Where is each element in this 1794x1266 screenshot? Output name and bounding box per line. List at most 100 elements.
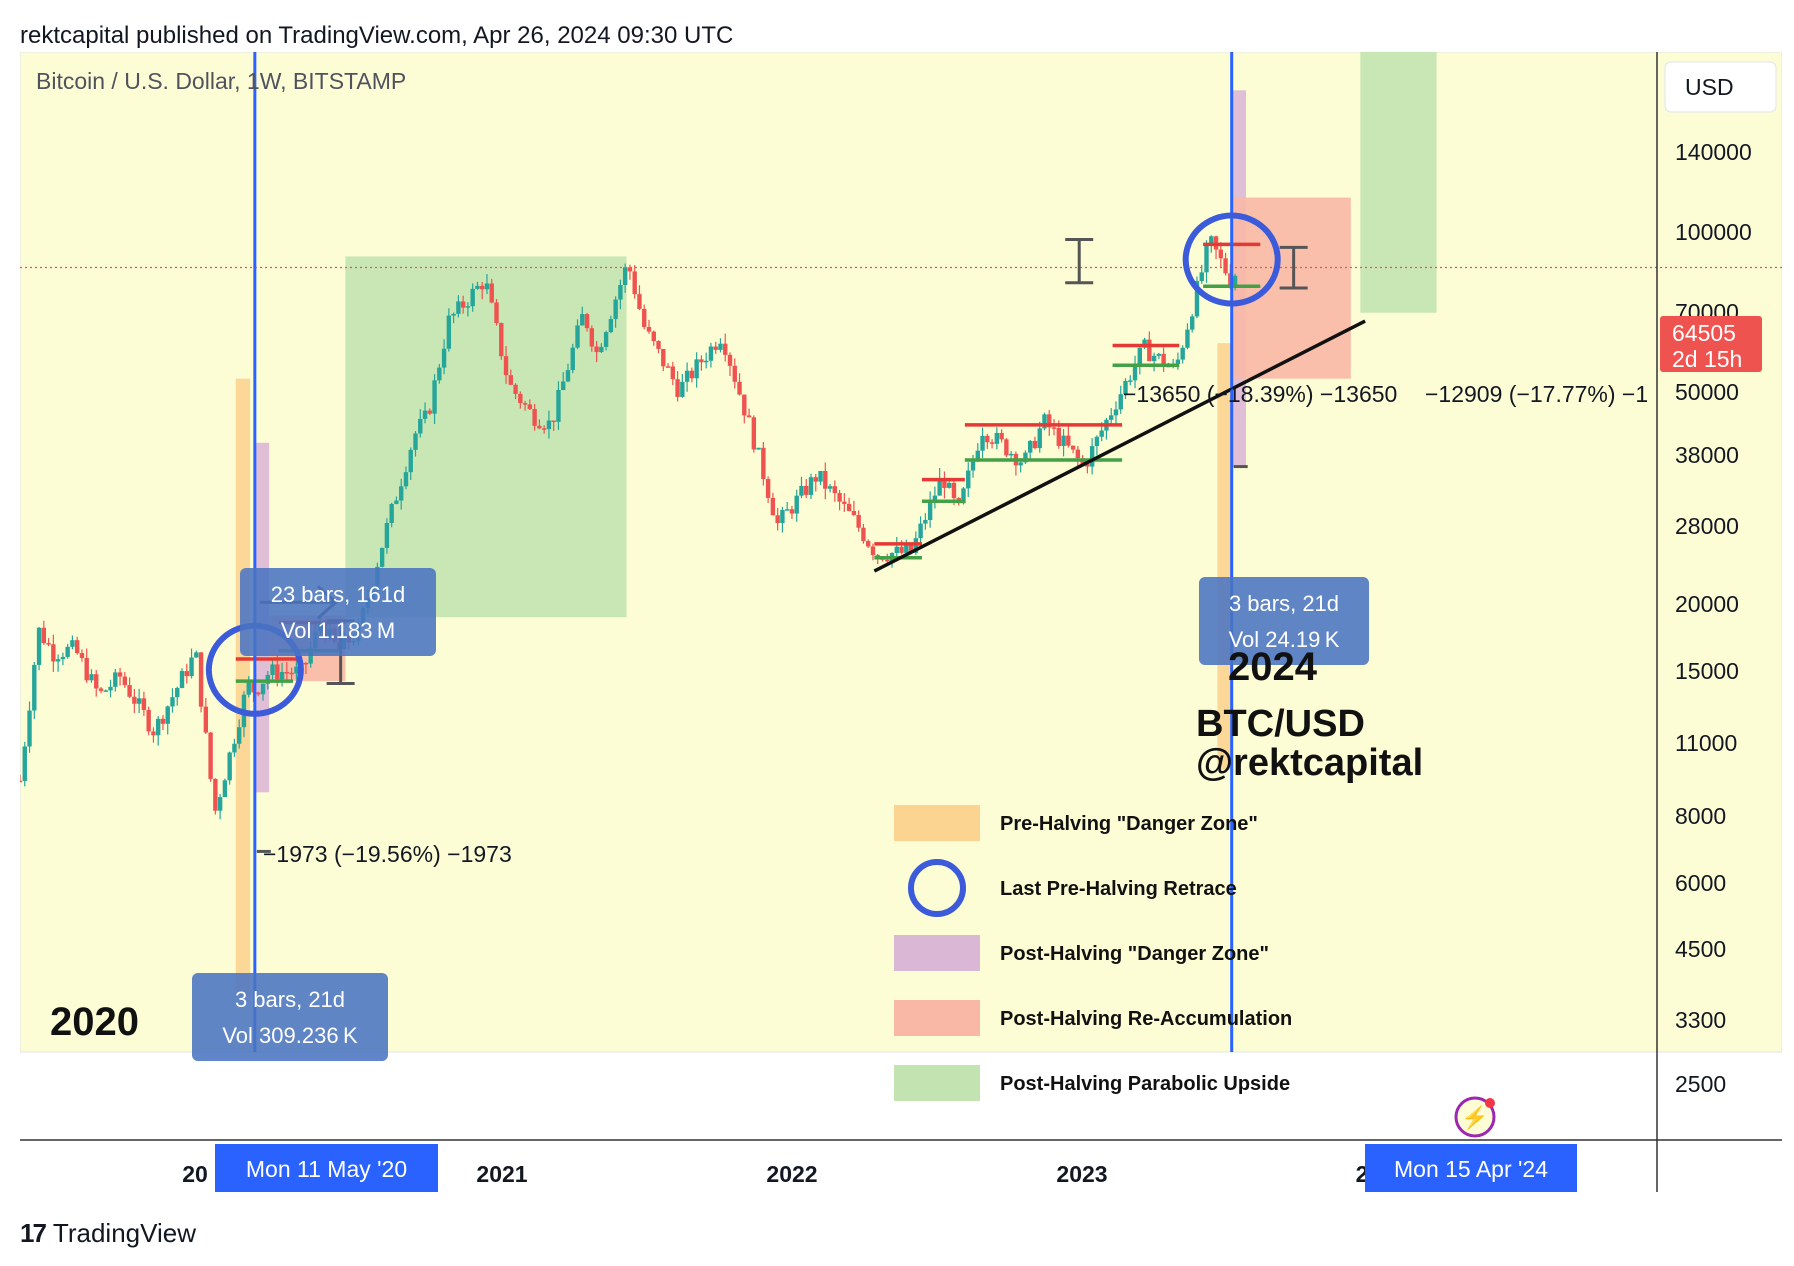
candle-body (813, 477, 818, 482)
candle-body (1037, 428, 1042, 449)
price-tick-label: 8000 (1675, 803, 1726, 829)
candle-body (175, 687, 180, 698)
label-author: @rektcapital (1196, 742, 1423, 784)
candle-body (989, 442, 995, 444)
candle-body (141, 698, 147, 710)
candle-body (842, 501, 847, 504)
tradingview-brand[interactable]: TradingView (52, 1218, 196, 1248)
candle-body (1118, 394, 1123, 410)
candle-body (818, 470, 823, 482)
price-tick-label: 4500 (1675, 936, 1726, 962)
event-lightning-icon (1454, 1096, 1496, 1138)
candle-body (103, 690, 108, 692)
candle-body (113, 672, 118, 687)
candle-body (780, 509, 785, 524)
candle-body (651, 331, 656, 342)
legend-label: Last Pre-Halving Retrace (1000, 878, 1237, 900)
candle-body (661, 348, 666, 367)
candle-body (756, 447, 761, 450)
btc-price-chart[interactable]: 23 bars, 161d Vol 1.183 M 3 bars, 21d Vol 3… (20, 52, 1782, 1200)
candle-body (737, 381, 742, 395)
candle-body (794, 495, 799, 514)
candle-body (441, 348, 447, 368)
candle-body (918, 523, 923, 539)
candle-body (20, 780, 23, 783)
candle-body (603, 332, 609, 347)
candle-body (456, 301, 461, 314)
candle-body (399, 486, 404, 501)
candle-body (484, 283, 490, 290)
candle-body (289, 672, 294, 675)
candle-body (999, 432, 1004, 440)
candle-body (723, 343, 728, 355)
tradingview-logo-icon[interactable]: 17 (20, 1218, 47, 1248)
candle-body (1099, 430, 1104, 437)
candle-body (742, 394, 747, 416)
candle-body (51, 644, 56, 662)
candle-body (279, 672, 285, 680)
candle-body (727, 354, 733, 366)
price-tick-label: 11000 (1675, 730, 1737, 756)
trendline (873, 319, 1366, 573)
candle-body (970, 460, 976, 471)
candle-body (985, 435, 990, 443)
candle-body (565, 370, 571, 382)
candle-body (1008, 453, 1014, 456)
last-price-tag (1660, 316, 1762, 372)
candle-body (122, 676, 128, 686)
candle-body (561, 381, 566, 390)
candle-body (155, 718, 161, 736)
candle-body (1066, 435, 1071, 446)
candle-body (384, 522, 390, 548)
retrace-annotation-2023: −13650 (−18.39%) −13650 (1123, 381, 1397, 407)
countdown-value: 2d 15h (1672, 346, 1742, 372)
candle-body (1047, 414, 1052, 428)
candle-body (427, 410, 432, 414)
candle-body (765, 479, 771, 498)
candle-body (594, 346, 599, 353)
candle-body (413, 433, 418, 450)
candle-body (179, 671, 185, 688)
candle-body (1142, 339, 1147, 348)
candle-body (851, 510, 857, 515)
price-tick-label: 2500 (1675, 1071, 1726, 1097)
measure-box-2020-volume: Vol 309.236 K (222, 1023, 358, 1048)
candle-body (904, 545, 909, 553)
candle-body (718, 343, 723, 350)
legend-label: Post-Halving Re-Accumulation (1000, 1008, 1292, 1030)
measure-box-2020-bars: 3 bars, 21d (235, 987, 345, 1012)
event-lightning-glyph: ⚡ (1461, 1105, 1488, 1131)
candle-body (689, 370, 695, 379)
candle-body (1199, 272, 1204, 282)
candle-body (932, 495, 938, 501)
candle-body (584, 314, 590, 329)
price-tick-label: 20000 (1675, 591, 1739, 617)
candle-body (503, 356, 509, 376)
halving-date-tag (215, 1144, 438, 1192)
candle-body (613, 299, 618, 320)
candle-body (260, 683, 266, 695)
candle-body (36, 627, 42, 665)
candle-body (256, 692, 261, 695)
time-tick-label: 20 (182, 1161, 208, 1187)
candle-body (41, 627, 47, 644)
price-tick-label: 100000 (1675, 219, 1752, 245)
candle-body (55, 659, 61, 662)
candle-body (694, 359, 699, 379)
candle-body (1089, 446, 1095, 467)
candle-body (946, 482, 952, 488)
price-tick-label: 38000 (1675, 442, 1739, 468)
candle-body (27, 710, 32, 747)
candle-body (1232, 275, 1238, 287)
candle-body (751, 417, 757, 450)
publisher-line: rektcapital published on TradingView.com… (20, 22, 734, 49)
candle-body (675, 379, 680, 397)
candle-body (770, 497, 776, 516)
candle-body (208, 732, 213, 779)
candle-body (1075, 449, 1081, 459)
candle-body (265, 674, 270, 684)
zone-parabolic (1360, 52, 1437, 313)
candle-body (575, 325, 580, 348)
candle-body (170, 697, 175, 707)
candle-body (927, 500, 933, 520)
